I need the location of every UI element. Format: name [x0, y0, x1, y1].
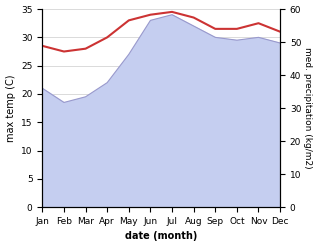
Y-axis label: max temp (C): max temp (C): [5, 74, 16, 142]
X-axis label: date (month): date (month): [125, 231, 197, 242]
Y-axis label: med. precipitation (kg/m2): med. precipitation (kg/m2): [303, 47, 313, 169]
